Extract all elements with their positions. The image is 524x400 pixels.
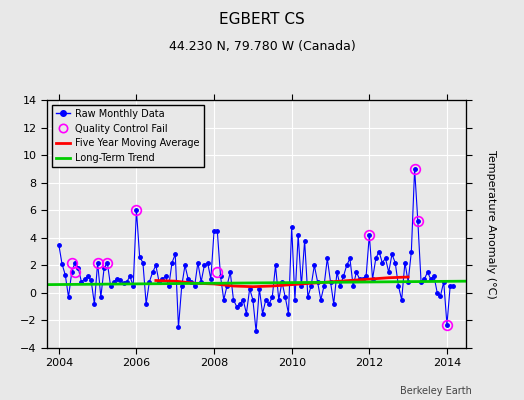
Legend: Raw Monthly Data, Quality Control Fail, Five Year Moving Average, Long-Term Tren: Raw Monthly Data, Quality Control Fail, … <box>52 105 204 167</box>
Text: EGBERT CS: EGBERT CS <box>219 12 305 27</box>
Y-axis label: Temperature Anomaly (°C): Temperature Anomaly (°C) <box>486 150 496 298</box>
Text: Berkeley Earth: Berkeley Earth <box>400 386 472 396</box>
Text: 44.230 N, 79.780 W (Canada): 44.230 N, 79.780 W (Canada) <box>169 40 355 53</box>
